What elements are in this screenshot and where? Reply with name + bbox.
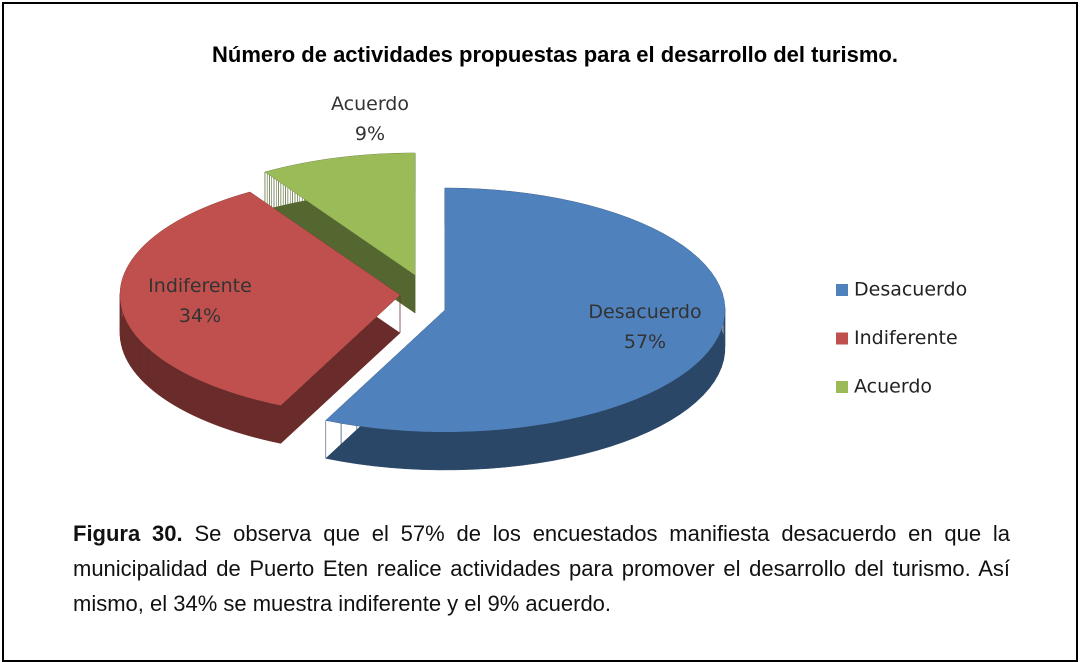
chart-title: Número de actividades propuestas para el… bbox=[212, 42, 898, 67]
data-label-name: Desacuerdo bbox=[588, 301, 701, 323]
caption-label: Figura 30. bbox=[73, 521, 183, 546]
caption-text: Se observa que el 57% de los encuestados… bbox=[73, 521, 1011, 616]
data-label: 57% bbox=[624, 331, 666, 353]
slice bbox=[325, 188, 725, 432]
legend-label: Acuerdo bbox=[854, 376, 932, 398]
data-label-name: Indiferente bbox=[148, 275, 252, 297]
data-label: 34% bbox=[179, 305, 221, 327]
data-label-name: Acuerdo bbox=[331, 93, 409, 115]
caption: Figura 30. Se observa que el 57% de los … bbox=[73, 516, 1010, 621]
slice bbox=[120, 191, 400, 406]
legend-label: Desacuerdo bbox=[854, 279, 967, 301]
slice bbox=[264, 153, 415, 275]
legend-swatch bbox=[836, 284, 848, 296]
legend-swatch bbox=[836, 332, 848, 345]
data-label: 9% bbox=[355, 123, 385, 145]
legend-swatch bbox=[836, 381, 848, 393]
legend-label: Indiferente bbox=[854, 327, 958, 349]
